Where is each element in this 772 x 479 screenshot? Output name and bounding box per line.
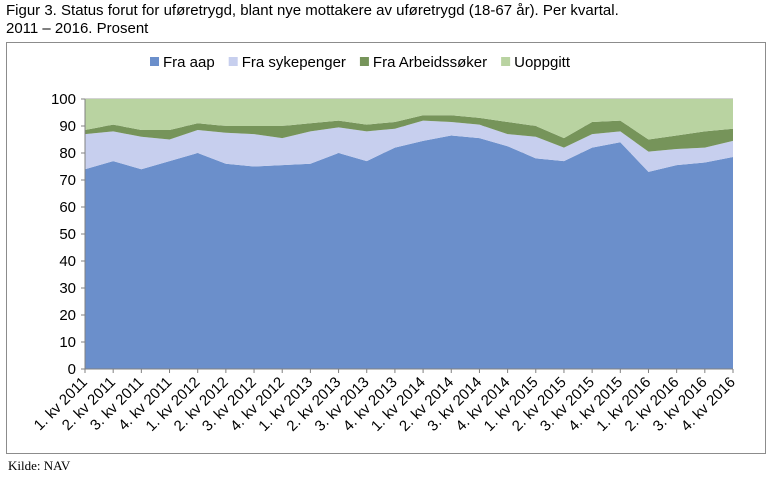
legend-swatch-fra-aap xyxy=(150,57,159,66)
y-tick-label-20: 20 xyxy=(59,307,76,324)
axes xyxy=(81,98,734,373)
legend-label-fra-sykepenger: Fra sykepenger xyxy=(242,54,346,71)
legend-swatch-uoppgitt xyxy=(501,57,511,66)
y-tick-label-30: 30 xyxy=(59,280,76,297)
y-tick-label-60: 60 xyxy=(59,199,76,216)
y-tick-label-70: 70 xyxy=(59,172,76,189)
area-fra-aap xyxy=(85,135,733,369)
legend-swatch-fra-sykepenger xyxy=(228,57,238,66)
y-tick-label-80: 80 xyxy=(59,145,76,162)
legend-label-fra-arbeidssoker: Fra Arbeidssøker xyxy=(373,54,487,71)
y-tick-label-10: 10 xyxy=(59,334,76,351)
y-tick-label-50: 50 xyxy=(59,226,76,243)
y-tick-labels: 0 10 20 30 40 50 60 70 80 90 100 xyxy=(51,91,76,378)
area-series xyxy=(85,99,733,369)
chart-frame: 0 10 20 30 40 50 60 70 80 90 100 1. kv 2011 2. kv 2… xyxy=(6,42,766,454)
area-uoppgitt xyxy=(85,99,733,140)
legend-label-fra-aap: Fra aap xyxy=(163,54,215,71)
figure-title: Figur 3. Status forut for uføretrygd, bl… xyxy=(6,2,766,38)
y-tick-label-40: 40 xyxy=(59,253,76,270)
y-tick-label-0: 0 xyxy=(68,361,76,378)
area-fra-arbeidssoker xyxy=(85,115,733,152)
legend-swatch-fra-arbeidssoker xyxy=(359,57,369,66)
legend: Fra aap Fra sykepenger Fra Arbeidssøker Uop… xyxy=(150,54,571,71)
legend-label-uoppgitt: Uoppgitt xyxy=(514,54,571,71)
source-note: Kilde: NAV xyxy=(8,458,71,473)
figure-title-line-1: Figur 3. Status forut for uføretrygd, bl… xyxy=(6,2,619,19)
y-tick-label-90: 90 xyxy=(59,118,76,135)
y-tick-label-100: 100 xyxy=(51,91,76,108)
figure-title-line-2: 2011 – 2016. Prosent xyxy=(6,20,149,37)
area-fra-sykepenger xyxy=(85,120,733,172)
